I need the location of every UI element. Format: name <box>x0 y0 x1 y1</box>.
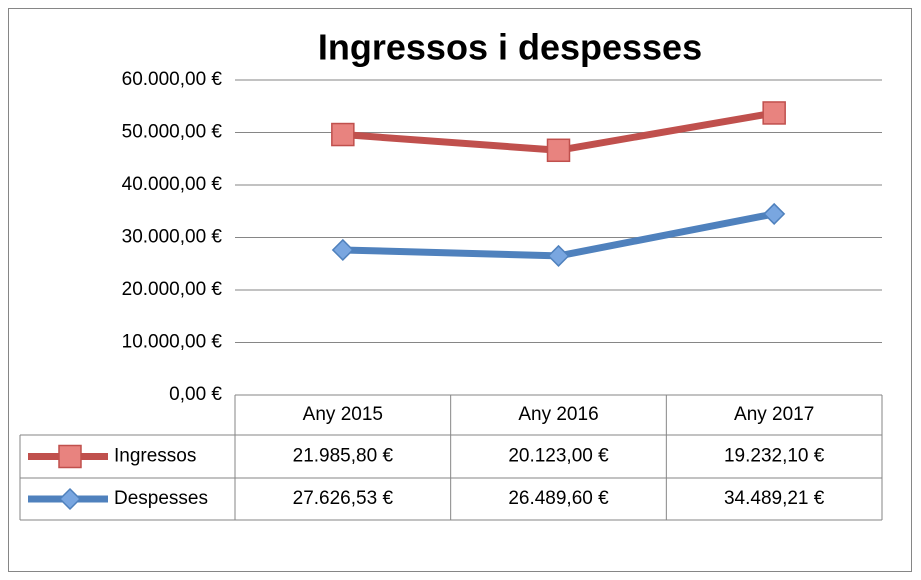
x-tick-label: Any 2017 <box>734 404 814 425</box>
y-tick-label: 0,00 € <box>169 384 222 405</box>
marker <box>763 202 786 225</box>
marker <box>331 238 354 262</box>
y-tick-label: 10.000,00 € <box>122 332 223 353</box>
y-tick-label: 40.000,00 € <box>122 174 223 195</box>
legend-label: Ingressos <box>114 446 196 467</box>
marker <box>331 122 355 147</box>
x-tick-label: Any 2016 <box>518 404 598 425</box>
x-tick-label: Any 2015 <box>303 404 383 425</box>
y-tick-label: 30.000,00 € <box>122 227 223 248</box>
table-value: 20.123,00 € <box>508 446 609 467</box>
y-tick-label: 20.000,00 € <box>122 279 223 300</box>
table-value: 34.489,21 € <box>724 488 825 509</box>
y-tick-label: 50.000,00 € <box>122 122 223 143</box>
y-tick-label: 60.000,00 € <box>122 69 223 90</box>
legend-marker <box>58 444 82 469</box>
marker <box>762 101 786 125</box>
table-value: 21.985,80 € <box>293 446 394 467</box>
chart-title: Ingressos i despesses <box>318 27 702 68</box>
table-value: 19.232,10 € <box>724 446 825 467</box>
table-value: 26.489,60 € <box>508 488 609 509</box>
legend-marker <box>58 487 82 511</box>
table-value: 27.626,53 € <box>293 488 394 509</box>
legend-label: Despesses <box>114 488 208 509</box>
marker <box>546 138 571 163</box>
marker <box>547 244 570 267</box>
